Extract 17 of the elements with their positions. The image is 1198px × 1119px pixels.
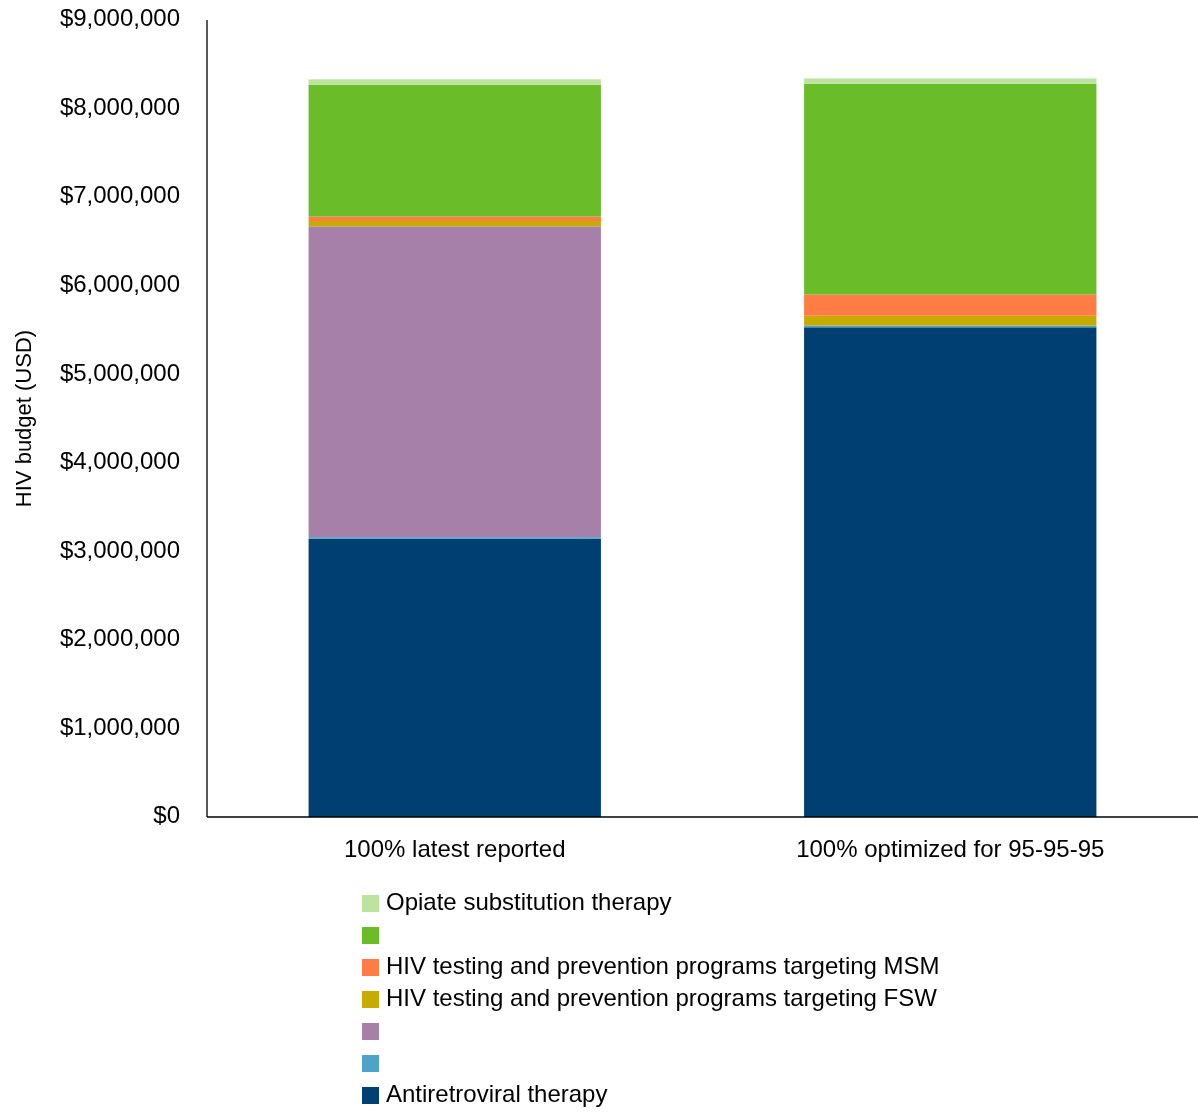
x-tick-label: 100% optimized for 95-95-95 [796, 835, 1105, 863]
legend-label: HIV testing and prevention programs targeting FSW [386, 984, 938, 1012]
y-tick-label: $1,000,000 [59, 712, 180, 740]
y-tick-label: $7,000,000 [59, 181, 180, 209]
y-tick-label: $6,000,000 [59, 270, 180, 298]
y-tick-label: $2,000,000 [59, 624, 180, 652]
y-tick-label: $5,000,000 [59, 358, 180, 386]
y-tick-label: $4,000,000 [59, 447, 180, 475]
legend-label: Opiate substitution therapy [386, 888, 672, 916]
x-tick-label: 100% latest reported [344, 835, 566, 863]
legend-label: HIV testing and prevention programs targeting MSM [386, 952, 940, 980]
y-tick-label: $0 [153, 801, 180, 829]
y-tick-label: $3,000,000 [59, 535, 180, 563]
y-axis-title: HIV budget (USD) [10, 329, 36, 508]
y-tick-label: $8,000,000 [59, 92, 180, 120]
y-tick-label: $9,000,000 [59, 4, 180, 32]
legend-label: Antiretroviral therapy [386, 1080, 608, 1108]
